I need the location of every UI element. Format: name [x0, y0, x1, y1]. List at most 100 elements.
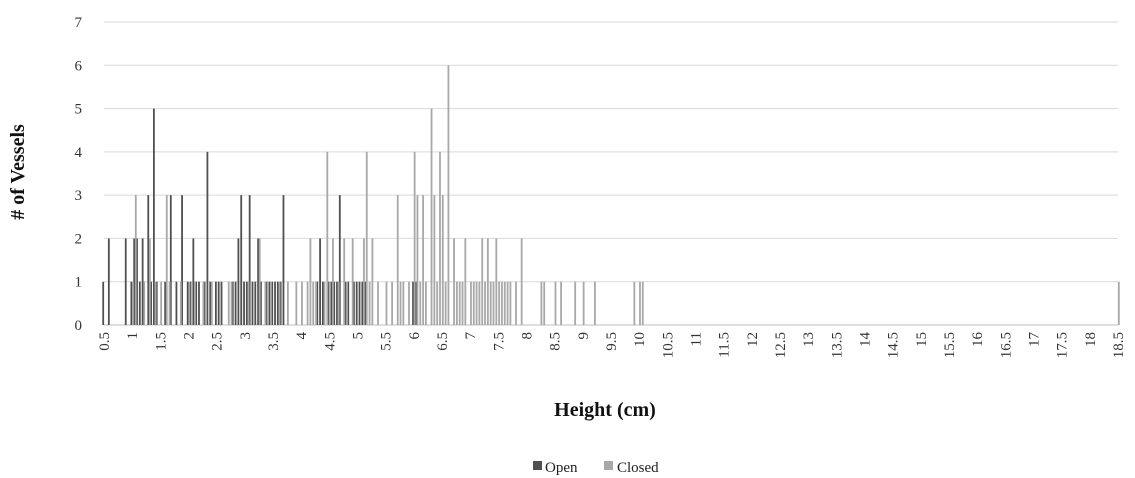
- bar-closed: [396, 195, 399, 325]
- x-tick-label: 2.5: [210, 332, 226, 351]
- bar-open: [150, 281, 152, 325]
- bar-closed: [1117, 281, 1120, 325]
- bar-open: [102, 281, 105, 325]
- bar-open: [169, 195, 172, 325]
- bar-closed: [419, 281, 422, 325]
- bar-closed: [306, 281, 309, 325]
- bar-open: [141, 238, 144, 325]
- bar-closed: [270, 281, 272, 325]
- bar-closed: [455, 281, 458, 325]
- x-tick-label: 8: [520, 332, 536, 340]
- bar-open: [186, 281, 189, 325]
- bar-open: [243, 281, 245, 325]
- bar-closed: [188, 281, 191, 325]
- bar-open: [265, 281, 268, 325]
- bar-open: [203, 281, 206, 325]
- bar-open: [412, 281, 414, 325]
- bar-closed: [413, 151, 416, 325]
- bar-open: [214, 281, 217, 325]
- y-tick-label: 5: [75, 102, 83, 118]
- bar-open: [248, 195, 251, 325]
- bar-open: [316, 281, 319, 325]
- bar-closed: [402, 281, 405, 325]
- bar-open: [209, 281, 212, 325]
- legend: Open Closed: [533, 460, 659, 476]
- bar-open: [245, 281, 248, 325]
- x-tick-label: 4.5: [322, 332, 338, 351]
- x-tick-label: 15.5: [942, 332, 958, 358]
- x-tick-label: 18: [1083, 332, 1099, 347]
- bar-closed: [594, 281, 596, 325]
- x-tick-label: 5: [351, 332, 367, 340]
- bar-closed: [444, 281, 447, 325]
- bar-open: [268, 281, 271, 325]
- bar-closed: [377, 281, 379, 325]
- x-tick-label: 7.5: [491, 332, 507, 351]
- x-tick-label: 16.5: [998, 332, 1014, 358]
- bar-open: [347, 281, 350, 325]
- bar-open: [344, 281, 347, 325]
- bar-open: [136, 238, 138, 325]
- bar-closed: [461, 281, 464, 325]
- bar-closed: [464, 238, 467, 325]
- x-tick-label: 1.5: [153, 332, 169, 351]
- y-tick-label: 2: [75, 231, 83, 247]
- bar-open: [234, 281, 237, 325]
- bar-closed: [301, 281, 303, 325]
- bar-closed: [278, 281, 281, 325]
- bars-group: [102, 65, 1120, 326]
- bar-closed: [368, 281, 371, 325]
- bar-closed: [436, 281, 439, 325]
- y-tick-label: 4: [75, 145, 83, 161]
- bar-closed: [385, 281, 388, 325]
- bar-closed: [363, 238, 365, 325]
- bar-open: [153, 108, 155, 325]
- x-tick-label: 14.5: [886, 332, 902, 358]
- bar-closed: [165, 195, 168, 325]
- x-tick-label: 3: [238, 332, 254, 340]
- bar-open: [220, 281, 223, 325]
- x-tick-label: 8.5: [548, 332, 564, 351]
- x-tick-label: 13: [801, 332, 817, 347]
- x-tick-label: 12: [745, 332, 761, 347]
- grid-lines: [104, 21, 1118, 326]
- bar-open: [274, 281, 276, 325]
- bar-closed: [492, 281, 495, 325]
- bar-closed: [433, 195, 436, 325]
- y-tick-label: 0: [75, 318, 83, 334]
- bar-closed: [503, 281, 506, 325]
- bar-closed: [543, 281, 546, 325]
- bar-open: [206, 151, 209, 325]
- x-tick-label: 4: [294, 332, 310, 340]
- bar-closed: [470, 281, 472, 325]
- bar-open: [364, 281, 367, 325]
- bar-closed: [371, 238, 374, 325]
- x-tick-label: 13.5: [829, 332, 845, 358]
- bar-open: [155, 281, 158, 325]
- bar-closed: [295, 281, 298, 325]
- bar-open: [107, 238, 110, 325]
- bar-closed: [554, 281, 557, 325]
- bar-closed: [258, 238, 261, 325]
- bar-closed: [509, 281, 512, 325]
- bar-closed: [323, 281, 326, 325]
- bar-closed: [582, 281, 585, 325]
- x-axis-title: Height (cm): [554, 399, 656, 421]
- bar-closed: [472, 281, 475, 325]
- bar-open: [279, 281, 282, 325]
- bar-closed: [326, 151, 329, 325]
- bar-closed: [481, 238, 484, 325]
- y-tick-label: 1: [75, 275, 83, 291]
- bar-closed: [168, 281, 171, 325]
- bar-closed: [486, 238, 489, 325]
- bar-closed: [143, 281, 146, 325]
- bar-closed: [458, 281, 461, 325]
- bar-closed: [247, 281, 250, 325]
- bar-open: [361, 281, 364, 325]
- bar-closed: [422, 195, 424, 325]
- x-tick-label: 9: [576, 332, 592, 340]
- bar-open: [355, 281, 358, 325]
- bar-closed: [520, 238, 523, 325]
- bar-open: [237, 238, 240, 325]
- x-tick-label: 17.5: [1055, 332, 1071, 358]
